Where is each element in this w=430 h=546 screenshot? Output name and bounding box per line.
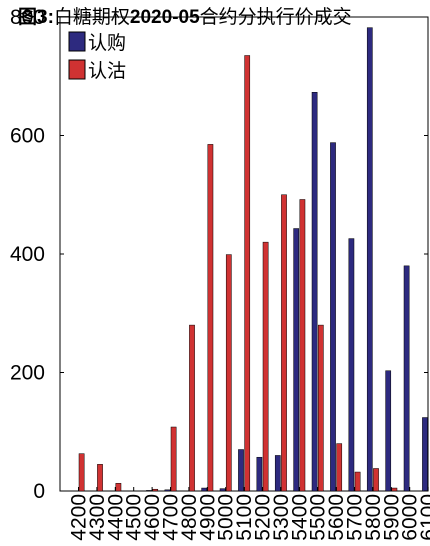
x-tick-label: 4400: [104, 494, 127, 541]
x-tick-label: 5600: [325, 494, 348, 541]
x-tick-label: 5500: [307, 494, 330, 541]
bar-call-5600: [330, 142, 336, 492]
x-tick-label: 4900: [196, 494, 219, 541]
x-tick-label: 4800: [178, 494, 201, 541]
bar-put-4800: [189, 324, 195, 492]
y-tick-label: 400: [10, 243, 45, 266]
x-tick-label: 6000: [399, 494, 422, 541]
bar-put-5000: [225, 254, 232, 492]
x-tick-label: 5800: [362, 494, 385, 541]
bar-put-5900: [391, 487, 398, 492]
y-tick-label: 0: [33, 480, 45, 503]
bar-call-5500: [311, 92, 318, 492]
bar-call-4900: [201, 487, 208, 492]
y-tick-label: 600: [10, 125, 45, 148]
chart-title-prefix: 图3:: [18, 6, 54, 28]
bar-put-4900: [207, 144, 214, 492]
bar-call-4600: [146, 490, 152, 492]
x-tick-label: 5000: [215, 494, 238, 541]
bar-call-5400: [293, 228, 300, 492]
bar-call-4700: [164, 489, 171, 492]
bar-call-6000: [403, 265, 410, 492]
x-tick-label: 4300: [86, 494, 109, 541]
y-tick-label: 800: [10, 6, 45, 29]
plot-frame: [59, 16, 429, 492]
bar-call-5900: [385, 370, 392, 492]
y-tick-label: 200: [10, 362, 45, 385]
bar-put-5600: [336, 443, 343, 492]
x-tick-label: 5100: [233, 494, 256, 541]
bar-put-4200: [78, 453, 85, 492]
legend-label-call: 认购: [88, 32, 126, 54]
bar-call-5200: [256, 456, 263, 492]
bar-put-5800: [373, 468, 379, 492]
x-tick-label: 5900: [380, 494, 403, 541]
x-tick-label: 4600: [141, 494, 164, 541]
bar-put-4400: [115, 483, 122, 492]
legend-label-put: 认沽: [88, 60, 126, 82]
bar-put-5100: [244, 55, 251, 492]
x-tick-label: 4500: [123, 494, 146, 541]
x-tick-label: 4200: [68, 494, 91, 541]
bar-call-5000: [219, 488, 226, 492]
x-tick-label: 6100: [417, 494, 430, 541]
x-tick-label: 5300: [270, 494, 293, 541]
bar-put-4600: [152, 488, 159, 492]
x-tick-label: 5200: [252, 494, 275, 541]
bar-put-5700: [354, 471, 361, 492]
x-tick-label: 5400: [288, 494, 311, 541]
bar-put-5500: [317, 324, 324, 492]
bar-put-4300: [97, 464, 103, 492]
y-axis: 0 200 400 600 800: [10, 6, 428, 503]
x-tick-label: 4700: [160, 494, 183, 541]
legend-swatch-put: [68, 59, 86, 80]
x-tick-label: 5700: [344, 494, 367, 541]
x-axis: 4200430044004500460047004800490050005100…: [68, 487, 430, 541]
bar-call-5800: [366, 27, 373, 492]
bar-call-5700: [348, 238, 355, 492]
bar-put-4700: [170, 426, 177, 492]
bar-call-5300: [274, 455, 281, 492]
bar-put-5300: [281, 194, 287, 492]
bar-put-5200: [262, 241, 269, 492]
bars-layer: [78, 27, 428, 492]
bar-put-5400: [299, 199, 306, 492]
bar-call-5100: [238, 449, 244, 492]
bar-call-6100: [422, 417, 428, 492]
legend-swatch-call: [68, 31, 86, 52]
